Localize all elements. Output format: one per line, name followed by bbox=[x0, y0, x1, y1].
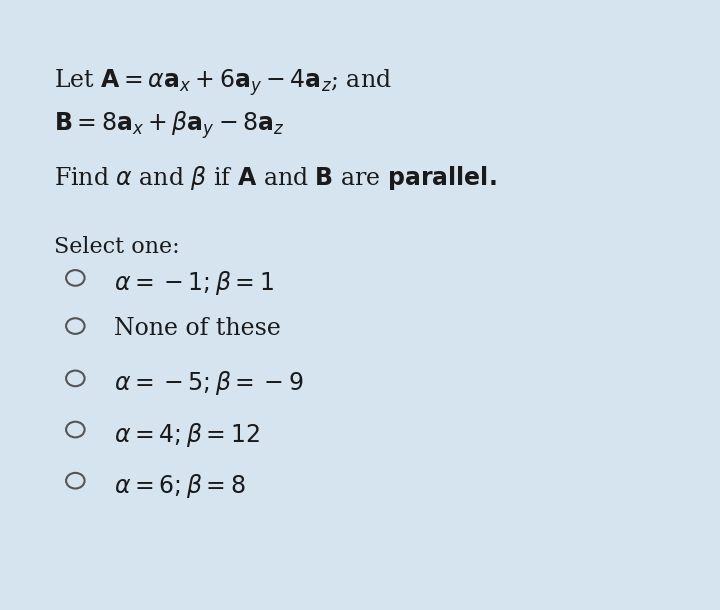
Text: None of these: None of these bbox=[114, 317, 282, 340]
Text: $\mathbf{B} = 8\mathbf{a}_x + \beta\mathbf{a}_y - 8\mathbf{a}_z$: $\mathbf{B} = 8\mathbf{a}_x + \beta\math… bbox=[54, 109, 284, 141]
Text: $\alpha = -5; \beta = -9$: $\alpha = -5; \beta = -9$ bbox=[114, 370, 304, 397]
Text: $\alpha = 6; \beta = 8$: $\alpha = 6; \beta = 8$ bbox=[114, 472, 246, 500]
Text: Find $\alpha$ and $\beta$ if $\mathbf{A}$ and $\mathbf{B}$ are $\mathbf{parallel: Find $\alpha$ and $\beta$ if $\mathbf{A}… bbox=[54, 163, 497, 192]
Text: $\alpha = -1; \beta = 1$: $\alpha = -1; \beta = 1$ bbox=[114, 269, 274, 297]
Text: Let $\mathbf{A} = \alpha\mathbf{a}_x + 6\mathbf{a}_y - 4\mathbf{a}_z$; and: Let $\mathbf{A} = \alpha\mathbf{a}_x + 6… bbox=[54, 67, 392, 98]
Text: $\alpha = 4; \beta = 12$: $\alpha = 4; \beta = 12$ bbox=[114, 420, 261, 448]
Text: Select one:: Select one: bbox=[54, 236, 179, 258]
